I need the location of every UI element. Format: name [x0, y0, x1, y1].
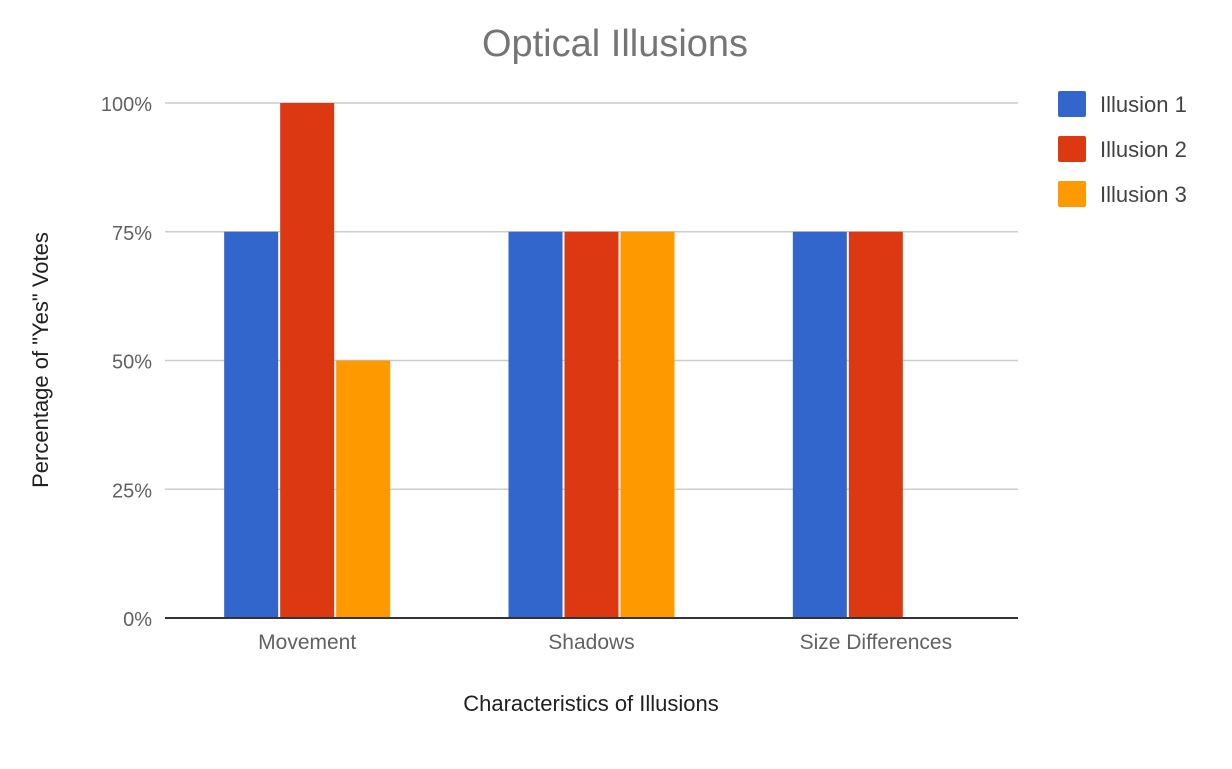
legend-label: Illusion 2 [1100, 137, 1187, 162]
bars [224, 103, 903, 618]
legend: Illusion 1 Illusion 2 Illusion 3 [1058, 91, 1187, 207]
y-tick-label: 25% [112, 480, 152, 502]
bar-illusion-3-movement [336, 360, 391, 618]
x-axis-title: Characteristics of Illusions [463, 691, 719, 716]
legend-swatch [1058, 136, 1086, 162]
y-tick-label: 75% [112, 223, 152, 245]
x-axis-ticks: Movement Shadows Size Differences [258, 631, 952, 654]
x-tick-label: Movement [258, 631, 356, 654]
legend-swatch [1058, 181, 1086, 207]
legend-label: Illusion 1 [1100, 92, 1187, 117]
bar-illusion-2-shadows [564, 231, 619, 618]
y-axis-title: Percentage of "Yes" Votes [28, 232, 53, 488]
chart-title: Optical Illusions [482, 23, 748, 65]
bar-illusion-3-shadows [620, 231, 675, 618]
y-tick-label: 100% [101, 94, 152, 116]
bar-illusion-2-movement [280, 103, 335, 618]
x-tick-label: Size Differences [800, 631, 953, 654]
bar-illusion-2-size-differences [848, 231, 903, 618]
legend-label: Illusion 3 [1100, 182, 1187, 207]
y-tick-label: 0% [123, 609, 152, 631]
x-tick-label: Shadows [548, 631, 634, 654]
y-tick-label: 50% [112, 352, 152, 374]
bar-illusion-1-shadows [508, 231, 563, 618]
y-axis-ticks: 0% 25% 50% 75% 100% [101, 94, 152, 631]
bar-illusion-1-movement [224, 231, 279, 618]
bar-illusion-1-size-differences [792, 231, 847, 618]
legend-swatch [1058, 91, 1086, 117]
